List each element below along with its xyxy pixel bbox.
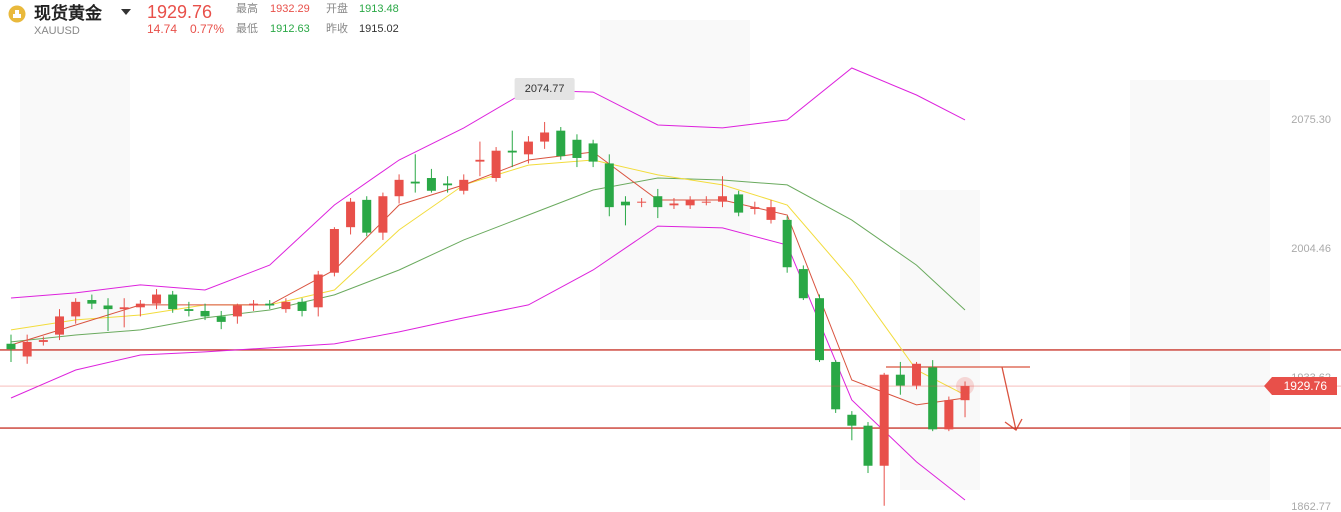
candle-body [346,201,356,228]
candle-body [200,310,210,317]
candle-body [216,316,226,322]
overlay-line [10,151,966,406]
candle-body [297,301,307,311]
candle-body [378,196,388,233]
stat-label: 开盘 [326,3,348,15]
candle-body [184,309,194,311]
candle-body [55,316,65,335]
candle-body [798,269,808,299]
candle-body [281,301,291,310]
background-city [20,20,1270,500]
dropdown-caret[interactable] [121,9,131,17]
candle-body [847,414,857,426]
candle-body [232,305,242,317]
candle-body [426,178,436,191]
candle-body [863,425,873,466]
quote-symbol: XAUUSD [34,25,80,37]
quote-name[interactable]: 现货黄金 [34,4,102,23]
y-tick-label: 2075.30 [1291,114,1331,126]
candle-body [507,150,517,153]
candle-body [556,130,566,157]
candle-body [6,343,16,350]
candle-body [588,143,598,162]
candle-body [362,199,372,233]
last-price-tag [1264,377,1337,396]
candle-body [491,150,501,179]
candle-body [475,159,485,162]
candle-body [895,374,905,386]
candle-body [119,307,129,310]
candle-body [928,367,938,430]
candle-body [815,298,824,361]
candle-body [944,400,954,430]
candle-body [410,181,420,184]
last-price-label: 1929.76 [1284,379,1328,393]
candle-body [604,163,614,208]
candle-body [637,201,647,203]
quote-change: 14.74 [147,22,178,36]
candle-body [313,274,323,308]
candle-body [152,294,162,304]
last-price-glow [956,377,975,396]
candle-body [394,179,404,197]
candle-body [766,207,776,220]
candle-body [782,219,792,268]
candle-body [443,183,453,186]
high-label-bg [514,77,575,100]
candle-body [168,294,178,310]
candle-body [701,201,711,203]
candle-body [879,374,889,466]
drawn-arrow [886,366,1030,431]
stat-label: 昨收 [326,23,348,35]
candle-body [523,141,533,155]
gold-icon [8,5,26,23]
candle-body [960,386,970,401]
candle-body [572,139,582,158]
candle-body [87,300,97,304]
candle-body [135,303,145,308]
overlay-line [10,67,966,299]
stat-label: 最高 [236,3,258,15]
stat-label: 最低 [236,23,258,35]
y-tick-label: 2004.46 [1291,243,1331,255]
candle-body [22,341,32,357]
candle-body [265,303,275,306]
candle-body [750,207,760,209]
candle-body [669,203,679,206]
candle-body [329,229,339,273]
candle-body [734,194,744,213]
candle-body [71,301,81,317]
candle-body [685,199,695,206]
overlay-line [10,177,966,343]
y-tick-label: 1862.77 [1291,501,1331,512]
candle-body [620,201,630,206]
candle-body [717,196,727,202]
stat-value: 1915.02 [359,23,399,35]
candle-body [38,340,48,342]
stat-value: 1932.29 [270,3,310,15]
candle-body [912,363,922,386]
candle-body [540,132,550,142]
candle-body [103,305,113,310]
candle-body [459,179,469,191]
stat-value: 1912.63 [270,23,310,35]
stat-value: 1913.48 [359,3,399,15]
high-label: 2074.77 [525,83,565,95]
quote-price: 1929.76 [147,2,213,22]
overlay-line [10,225,966,501]
candle-body [653,196,663,208]
candle-body [831,361,841,410]
quote-change-pct: 0.77% [190,22,225,36]
candle-body [249,303,259,306]
